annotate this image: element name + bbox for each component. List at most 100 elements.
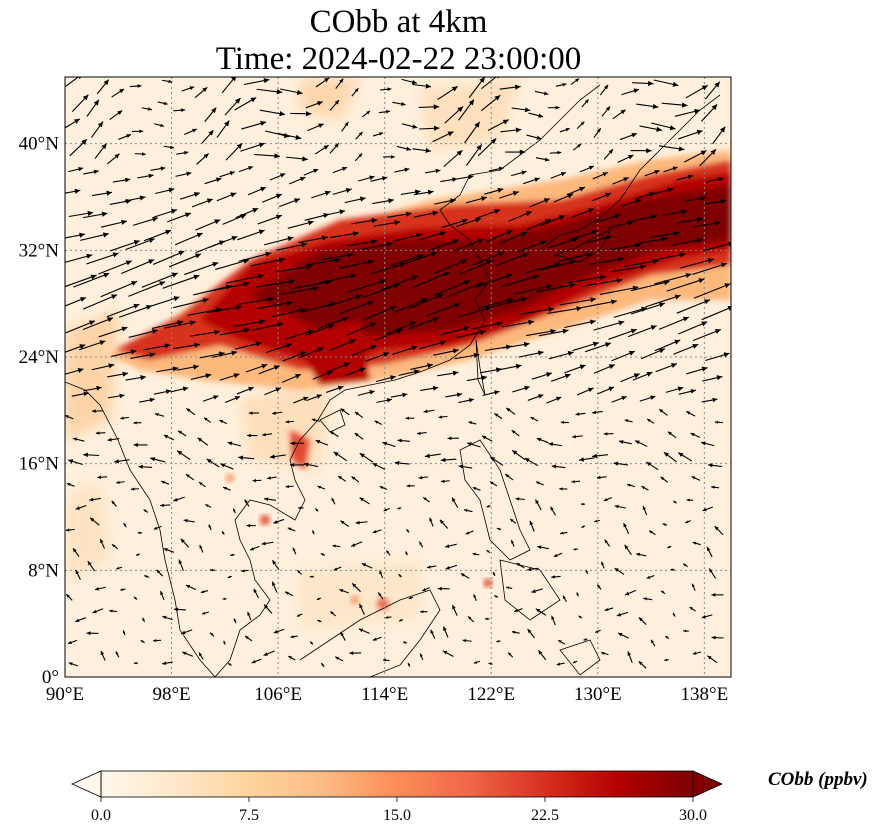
wind-arrow-shaft <box>645 294 681 308</box>
wind-arrow-head <box>246 523 251 528</box>
wind-arrow-head <box>83 391 89 397</box>
wind-arrow-head <box>79 344 86 350</box>
wind-arrow-head <box>463 280 470 286</box>
wind-arrow-head <box>595 630 599 633</box>
lon-tick-label: 98°E <box>152 684 190 705</box>
wind-arrow-head <box>677 386 684 392</box>
wind-arrow-shaft <box>501 275 540 287</box>
wind-arrow-head <box>161 480 165 484</box>
wind-arrow-head <box>572 434 577 439</box>
wind-arrow-head <box>171 272 178 278</box>
wind-arrow-head <box>445 565 450 570</box>
wind-arrow-head <box>441 479 445 483</box>
wind-arrow-head <box>379 132 384 136</box>
wind-arrow-head <box>686 498 690 502</box>
wind-arrow-shaft <box>581 300 617 309</box>
wind-arrow-head <box>443 626 447 631</box>
lon-tick-label: 114°E <box>361 684 408 705</box>
wind-arrow-head <box>130 487 135 491</box>
wind-arrow-head <box>313 168 319 174</box>
wind-arrow-head <box>623 522 628 528</box>
wind-arrow-head <box>65 528 70 532</box>
wind-arrow-head <box>338 476 342 480</box>
wind-arrow-shaft <box>168 253 202 268</box>
wind-arrow-head <box>562 328 569 334</box>
wind-arrow-head <box>701 321 708 327</box>
wind-arrow-head <box>608 364 615 370</box>
wind-arrow-shaft <box>458 306 492 318</box>
lat-tick-label: 16°N <box>19 454 60 475</box>
wind-arrow-head <box>472 487 477 491</box>
wind-arrow-head <box>349 651 354 655</box>
wind-arrow-head <box>508 652 512 656</box>
wind-arrow-head <box>279 111 286 117</box>
wind-arrow-shaft <box>82 294 118 310</box>
wind-arrow-head <box>248 166 254 171</box>
wind-arrow-head <box>259 319 266 325</box>
wind-arrow-head <box>79 232 85 238</box>
wind-arrow-head <box>383 352 390 358</box>
wind-arrow-head <box>431 251 437 257</box>
wind-arrow-head <box>276 89 283 95</box>
wind-arrow-head <box>275 193 282 199</box>
wind-arrow-head <box>264 497 269 502</box>
wind-arrow-shaft <box>65 254 93 263</box>
wind-arrow-shaft <box>459 259 493 275</box>
wind-arrow-shaft <box>128 281 166 297</box>
wind-arrow-head <box>317 485 322 489</box>
wind-arrow-head <box>233 618 237 622</box>
wind-arrow-head <box>519 149 526 155</box>
wind-arrow-head <box>596 128 601 133</box>
wind-arrow-shaft <box>65 77 80 88</box>
wind-arrow-head <box>438 415 443 419</box>
wind-arrow-shaft <box>73 272 110 288</box>
wind-arrow-head <box>544 157 550 162</box>
wind-arrow-shaft <box>255 280 295 288</box>
wind-arrow-head <box>287 236 294 242</box>
wind-arrow-head <box>148 238 155 244</box>
wind-arrow-head <box>244 327 250 334</box>
wind-arrow-head <box>73 118 80 124</box>
wind-arrow-head <box>405 551 408 555</box>
wind-arrow-head <box>417 254 424 260</box>
wind-arrow-shaft <box>679 258 714 269</box>
wind-arrow-head <box>273 520 278 524</box>
wind-arrow-head <box>165 229 172 235</box>
wind-arrow-head <box>494 413 499 417</box>
wind-arrow-head <box>351 476 356 480</box>
wind-arrow-shaft <box>693 283 731 299</box>
wind-arrow-head <box>173 497 178 502</box>
wind-arrow-head <box>714 81 720 88</box>
wind-arrow-head <box>565 128 570 132</box>
wind-arrow-head <box>614 504 619 509</box>
wind-arrow-head <box>331 497 335 502</box>
wind-arrow-head <box>473 352 480 358</box>
wind-arrow-head <box>555 105 560 110</box>
wind-arrow-head <box>697 216 703 223</box>
wind-arrow-head <box>372 530 377 534</box>
wind-arrow-head <box>490 456 496 462</box>
wind-arrow-head <box>125 260 132 266</box>
wind-arrow-head <box>136 553 139 556</box>
wind-arrow-shaft <box>426 303 461 317</box>
wind-arrow-head <box>433 125 440 131</box>
wind-arrow-head <box>303 396 309 401</box>
wind-arrow-head <box>423 497 427 501</box>
wind-arrow-head <box>685 272 692 278</box>
wind-arrow-head <box>624 544 629 550</box>
wind-arrow-shaft <box>623 260 659 267</box>
wind-arrow-head <box>385 109 390 114</box>
wind-arrow-head <box>594 519 598 523</box>
wind-arrow-head <box>698 278 705 284</box>
lon-tick-label: 130°E <box>574 684 622 705</box>
wind-arrow-head <box>550 328 556 334</box>
wind-arrow-head <box>643 597 647 601</box>
wind-arrow-head <box>719 126 726 133</box>
wind-arrow-head <box>546 372 553 378</box>
wind-arrow-head <box>299 176 306 182</box>
wind-arrow-head <box>560 172 566 177</box>
wind-arrow-head <box>447 131 454 137</box>
wind-arrow-shaft <box>319 253 354 261</box>
wind-arrow-head <box>718 176 724 182</box>
wind-arrow-head <box>580 121 585 126</box>
